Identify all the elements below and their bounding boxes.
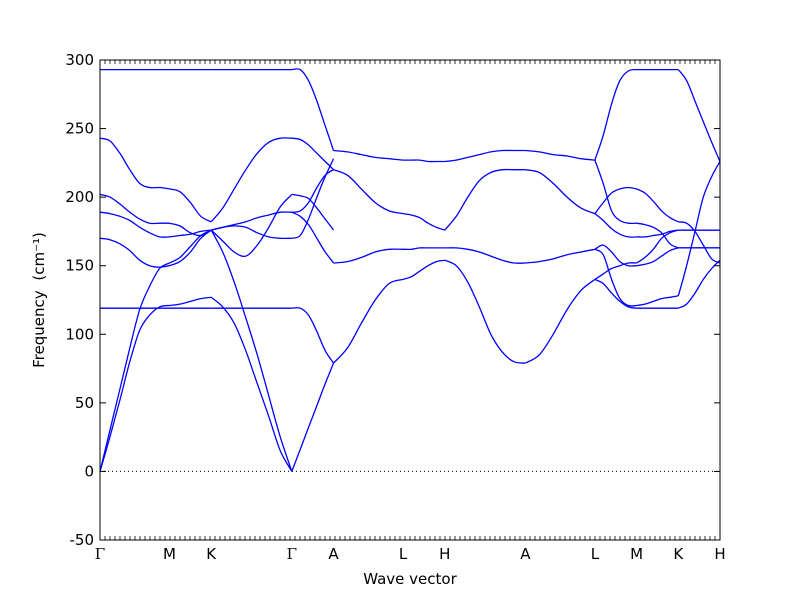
y-tick-label: 250	[65, 120, 94, 138]
y-axis-label: Frequency (cm⁻¹)	[30, 232, 48, 368]
band-line-seg0-b2	[99, 193, 170, 225]
band-line-seg5-b2	[402, 247, 445, 251]
band-line-seg1-b5	[169, 229, 212, 264]
band-line-seg6-b1	[444, 168, 526, 231]
y-tick-label: 150	[65, 257, 94, 275]
band-line-seg2-b5	[210, 229, 293, 472]
band-line-seg10-b0	[677, 69, 721, 162]
band-line-seg2-b3	[210, 193, 293, 258]
band-line-seg0-b6	[99, 262, 170, 472]
axes-frame	[99, 59, 721, 541]
x-tick-label: H	[714, 545, 725, 563]
band-line-seg6-b3	[444, 259, 526, 364]
x-tick-label: K	[673, 545, 684, 563]
band-line-seg5-b0	[402, 159, 445, 163]
band-line-seg4-b1	[333, 169, 404, 215]
band-line-seg6-b2	[444, 247, 526, 264]
x-tick-label: M	[163, 545, 176, 563]
band-line-seg3-b3	[291, 169, 334, 213]
y-tick-label: 100	[65, 325, 94, 343]
y-tick-label: 0	[84, 462, 94, 480]
band-line-seg4-b2	[333, 248, 404, 264]
band-line-seg9-b4	[636, 247, 679, 267]
band-line-seg5-b1	[402, 212, 446, 231]
band-line-seg3-b7	[291, 362, 335, 472]
x-tick-label: Γ	[287, 545, 297, 563]
band-line-seg7-b0	[525, 149, 595, 161]
y-axis-ticks: -50 0 50 100 150 200 250 300	[65, 51, 720, 549]
band-line-seg0-b3	[99, 211, 170, 238]
band-line-seg8-b5	[594, 248, 637, 307]
band-line-seg1-b4	[169, 229, 212, 267]
band-line-seg8-b6	[594, 278, 637, 309]
band-line-seg9-b6	[636, 295, 679, 307]
band-line-seg1-b7	[169, 296, 212, 307]
x-tick-label: A	[520, 545, 531, 563]
y-tick-label: 300	[65, 51, 94, 69]
x-tick-label: K	[206, 545, 217, 563]
band-line-seg6-b0	[444, 149, 526, 163]
band-line-seg3-b2	[291, 193, 335, 231]
band-line-seg9-b3	[636, 229, 679, 238]
band-line-seg10-b7	[678, 259, 721, 309]
x-tick-label: L	[591, 545, 600, 563]
minor-ticks	[99, 60, 721, 540]
plot-area	[99, 59, 721, 541]
band-line-seg8-b0	[594, 68, 637, 161]
x-axis-label: Wave vector	[363, 570, 457, 588]
band-line-seg7-b2	[525, 248, 596, 264]
band-line-seg2-b1	[210, 137, 292, 223]
band-line-seg8-b4	[594, 244, 637, 267]
band-line-seg3-b1	[291, 137, 334, 171]
band-line-seg3-b6	[291, 307, 335, 364]
band-line-seg9-b2	[636, 222, 679, 249]
band-line-seg2-b6	[210, 296, 293, 472]
band-line-seg10-b1	[678, 221, 721, 264]
band-line-seg3-b5	[291, 211, 335, 264]
band-line-seg10-b6	[677, 161, 721, 297]
band-line-seg5-b3	[402, 259, 445, 281]
band-line-seg9-b1	[636, 188, 679, 223]
band-line-seg8-b1	[594, 159, 637, 225]
y-axis-label-unit: (cm⁻¹)	[30, 232, 48, 281]
band-line-seg8-b2	[594, 186, 637, 214]
x-tick-label: L	[399, 545, 408, 563]
y-tick-label: -50	[70, 531, 95, 549]
band-line-seg7-b3	[525, 278, 596, 364]
band-line-seg4-b3	[333, 278, 404, 364]
band-lines	[99, 68, 721, 472]
y-tick-label: 200	[65, 188, 94, 206]
x-tick-label: Γ	[95, 545, 105, 563]
band-line-seg7-b1	[525, 169, 596, 215]
band-line-seg4-b0	[333, 149, 404, 161]
band-line-seg1-b2	[169, 222, 212, 237]
x-tick-label: H	[439, 545, 450, 563]
band-line-seg3-b4	[291, 158, 335, 239]
band-line-seg0-b1	[99, 137, 170, 190]
x-tick-label: A	[328, 545, 339, 563]
band-line-seg1-b1	[169, 188, 212, 223]
band-line-seg0-b7	[99, 304, 170, 472]
band-line-seg8-b7	[594, 262, 637, 280]
y-tick-label: 50	[75, 394, 94, 412]
band-line-seg0-b4	[99, 237, 170, 268]
band-line-seg1-b3	[169, 229, 212, 238]
band-line-seg3-b0	[291, 68, 335, 151]
y-axis-label-text: Frequency	[30, 290, 48, 368]
x-tick-label: M	[630, 545, 643, 563]
band-line-seg9-b5	[636, 229, 679, 264]
band-line-seg8-b3	[594, 213, 637, 238]
band-line-seg2-b4	[211, 225, 292, 240]
